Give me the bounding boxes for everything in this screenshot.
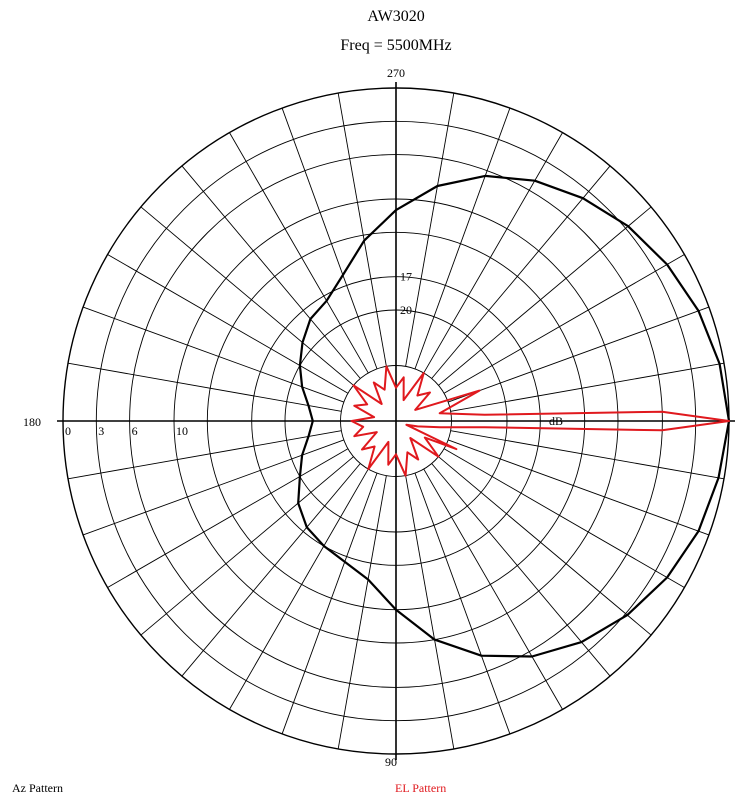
grid-spoke xyxy=(337,475,387,750)
az-pattern-line xyxy=(297,174,731,658)
el-pattern-line xyxy=(350,365,730,477)
grid-spoke xyxy=(405,475,455,750)
grid-spoke xyxy=(423,132,563,374)
grid-spoke xyxy=(107,448,349,588)
chart-title: AW3020 xyxy=(367,8,424,25)
grid-spoke xyxy=(181,165,361,379)
angle-label-bottom: 90 xyxy=(385,755,397,769)
radial-tick-labels: 0 3 6 10 17 20 xyxy=(65,270,412,438)
grid-spoke xyxy=(447,306,710,403)
grid-spoke xyxy=(337,92,387,367)
grid-spoke xyxy=(431,463,611,677)
grid-spoke xyxy=(181,463,361,677)
grid-spoke xyxy=(82,439,345,536)
grid-spoke xyxy=(140,206,354,386)
radial-tick-label: 3 xyxy=(98,424,104,438)
angle-label-top: 270 xyxy=(387,66,405,80)
chart-subtitle: Freq = 5500MHz xyxy=(340,37,451,54)
pattern-series xyxy=(297,174,731,658)
radial-tick-label: 0 xyxy=(65,424,71,438)
grid-spoke xyxy=(82,306,345,403)
grid-spoke xyxy=(438,206,652,386)
radial-tick-label: 6 xyxy=(132,424,138,438)
grid-spoke xyxy=(447,439,710,536)
grid-spoke xyxy=(405,92,455,367)
legend-entry-az: Az Pattern xyxy=(12,781,63,795)
grid-spoke xyxy=(140,456,354,636)
grid-spoke xyxy=(414,472,511,735)
grid-spoke xyxy=(423,468,563,710)
radial-unit-label: dB xyxy=(549,414,563,428)
grid-spoke xyxy=(67,362,342,412)
grid-spoke xyxy=(281,107,378,370)
legend-entry-el: EL Pattern xyxy=(395,781,446,795)
grid-spoke xyxy=(229,132,369,374)
radial-tick-label: 20 xyxy=(400,303,412,317)
grid-spoke xyxy=(107,254,349,394)
grid-spoke xyxy=(450,362,725,412)
radial-tick-label: 17 xyxy=(400,270,412,284)
grid-spoke xyxy=(229,468,369,710)
grid-spoke xyxy=(414,107,511,370)
grid-spoke xyxy=(443,254,685,394)
grid-spoke xyxy=(443,448,685,588)
grid-spoke xyxy=(431,165,611,379)
grid-spoke xyxy=(281,472,378,735)
grid-spoke xyxy=(438,456,652,636)
grid-spoke xyxy=(67,430,342,480)
radial-tick-label: 10 xyxy=(176,424,188,438)
polar-axes xyxy=(57,82,735,760)
grid-spoke xyxy=(450,430,725,480)
angle-label-left: 180 xyxy=(23,415,41,429)
